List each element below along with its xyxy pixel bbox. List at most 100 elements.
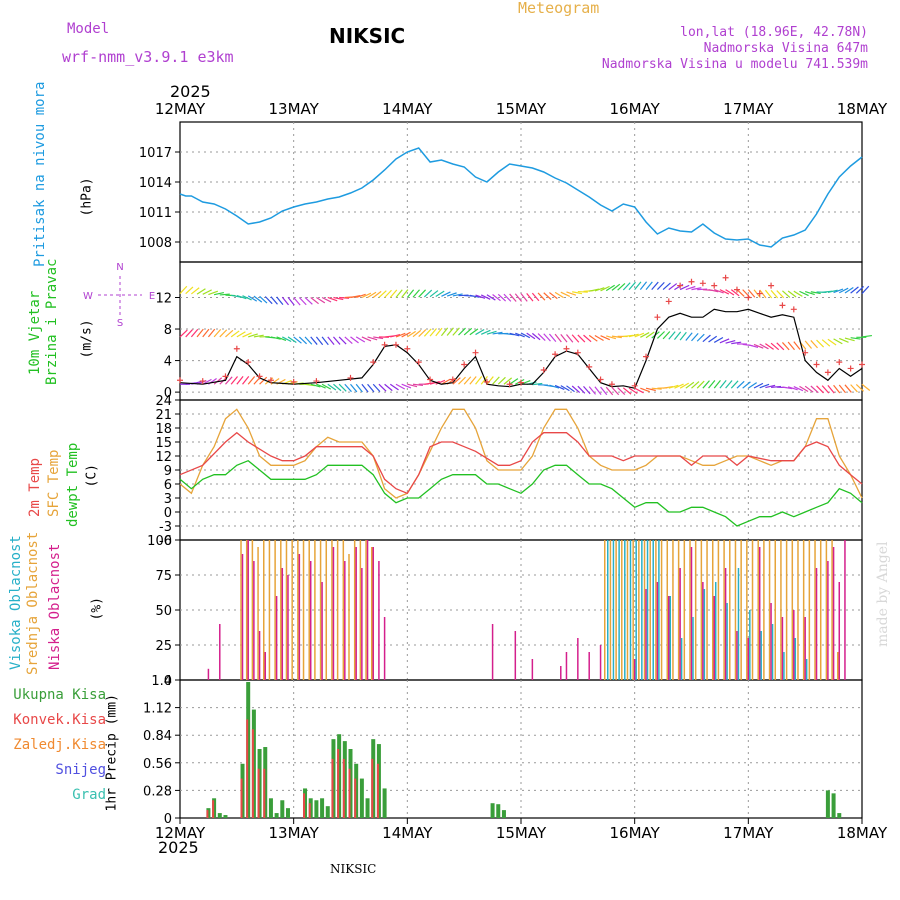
precip-total-bar <box>496 804 501 818</box>
gust-marker <box>688 278 695 285</box>
wind-vector <box>418 289 427 298</box>
wind-vector <box>589 288 600 292</box>
gust-marker <box>859 361 865 368</box>
wind-vector <box>333 296 344 301</box>
wind-vector <box>276 336 287 341</box>
wind-vector <box>469 376 477 385</box>
wind-vector <box>401 289 409 298</box>
wind-vector <box>583 334 592 343</box>
precip-total-bar <box>223 815 228 818</box>
wind-vector <box>691 333 699 342</box>
wind-vector <box>509 332 520 337</box>
wind-vector <box>793 341 801 350</box>
wind-vector <box>378 383 387 392</box>
wind-vector <box>412 329 422 338</box>
y-tick-label: 100 <box>147 534 172 549</box>
wind-vector <box>719 338 730 344</box>
gust-marker <box>518 379 524 386</box>
gust-marker <box>222 373 229 380</box>
wind-vector <box>389 383 399 391</box>
wind-vector <box>429 290 439 298</box>
wind-vector <box>634 281 642 290</box>
y-tick-label: 3 <box>164 492 172 507</box>
wind-vector <box>770 342 780 351</box>
precip-total-bar <box>285 808 290 818</box>
y-tick-label: 12 <box>155 450 172 465</box>
wind-vector <box>372 383 381 393</box>
gust-marker <box>392 341 399 348</box>
wind-vector <box>594 335 604 342</box>
wind-vector <box>577 385 586 394</box>
wind-vector <box>515 378 525 385</box>
gust-marker <box>802 349 809 356</box>
wind-vector <box>407 383 418 388</box>
wind-vector <box>622 282 631 291</box>
precip-conv-bar <box>371 758 374 818</box>
dewpt-line <box>179 459 863 527</box>
wind-vector <box>787 290 797 298</box>
gust-marker <box>608 381 615 388</box>
wind-vector <box>304 297 313 305</box>
wind-vector <box>406 289 415 298</box>
wind-vector <box>765 343 774 350</box>
wind-vector <box>611 386 620 396</box>
wind-vector <box>202 289 212 295</box>
x-tick-label-top: 12MAY <box>155 100 206 118</box>
wind-vector <box>435 290 445 298</box>
wind-vector <box>662 282 671 291</box>
wind-vector <box>748 382 758 389</box>
wind-vector <box>185 286 194 295</box>
precip-total-bar <box>837 813 842 818</box>
y-tick-label: -3 <box>159 520 172 535</box>
wind-vector <box>606 335 617 340</box>
wind-vector <box>350 383 358 393</box>
wind-vector <box>418 329 427 337</box>
wind-vector <box>497 376 506 385</box>
wind-vector <box>475 376 483 385</box>
wind-vector <box>855 383 864 392</box>
gust-marker <box>256 373 263 380</box>
wind-vector <box>537 292 546 301</box>
wind-vector <box>202 328 210 338</box>
wind-vector <box>844 384 852 393</box>
wind-vector <box>611 335 622 339</box>
precip-total-bar <box>274 813 279 818</box>
gust-marker <box>847 365 854 372</box>
compass-s: S <box>117 318 123 329</box>
x-tick-label-bottom: 17MAY <box>723 824 774 842</box>
wind-vector <box>713 336 724 343</box>
wind-vector <box>833 288 844 294</box>
gust-marker <box>654 314 661 321</box>
y-tick-label: 0.84 <box>143 729 172 744</box>
coords-label: lon,lat (18.96E, 42.78N) <box>680 25 868 40</box>
wind-vector <box>753 382 764 389</box>
wind-vector <box>515 332 525 338</box>
wind-vector <box>634 387 644 394</box>
wind-vector <box>793 290 803 297</box>
wind-vector <box>543 292 552 300</box>
wind-vector <box>196 328 204 338</box>
wind-vector <box>617 387 626 395</box>
wind-vector <box>253 295 263 303</box>
gust-marker <box>313 378 320 385</box>
wind-vector <box>708 380 716 389</box>
wind-vector <box>520 293 528 302</box>
gust-marker <box>733 286 740 293</box>
wind-vector <box>821 385 830 394</box>
wind-vector <box>827 385 835 394</box>
wind-vector <box>713 379 721 389</box>
wind-vector <box>685 381 695 389</box>
precip-total-bar <box>314 800 319 818</box>
gust-marker <box>779 302 786 309</box>
wind-vector <box>514 293 523 302</box>
gust-marker <box>699 280 706 287</box>
wind-vector <box>526 292 534 302</box>
precip-total-bar <box>217 813 222 818</box>
wind-vector <box>531 292 540 302</box>
wind-vector <box>554 384 565 390</box>
model-label: Model <box>67 21 110 37</box>
gust-marker <box>597 376 604 383</box>
wind-vector <box>373 336 384 340</box>
x-tick-label-bottom: 16MAY <box>610 824 661 842</box>
wind-vector <box>628 281 636 291</box>
